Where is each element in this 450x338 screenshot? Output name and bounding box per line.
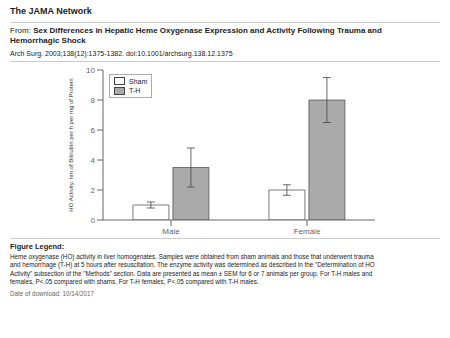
html-text:Heme oxygenase (HO) activity i: Heme oxygenase (HO) activity in liver ho… [10,252,375,286]
svg-text:Female: Female [294,227,321,236]
svg-text:Male: Male [162,227,180,236]
svg-text:0: 0 [91,216,96,225]
svg-text:4: 4 [91,156,96,165]
svg-text:10: 10 [86,66,95,75]
svg-text:6: 6 [91,126,96,135]
svg-text:HO Activity, nm of Bilirubin p: HO Activity, nm of Bilirubin per h per m… [68,78,74,211]
svg-text:2: 2 [91,186,96,195]
html-text:T-H: T-H [129,87,141,94]
html-text:From: Sex Differences in Hepat: From: Sex Differences in Hepatic Heme Ox… [10,26,382,46]
html-text:Sham: Sham [129,77,148,85]
html-text:Figure Legend:: Figure Legend: [10,241,65,251]
html-text:Date of download: 10/14/2017: Date of download: 10/14/2017 [10,289,94,297]
html-text:The JAMA Network: The JAMA Network [10,6,92,16]
html-text:Arch Surg. 2003;138(12):1375-1: Arch Surg. 2003;138(12):1375-1382. doi:1… [10,49,233,57]
svg-text:8: 8 [91,96,96,105]
